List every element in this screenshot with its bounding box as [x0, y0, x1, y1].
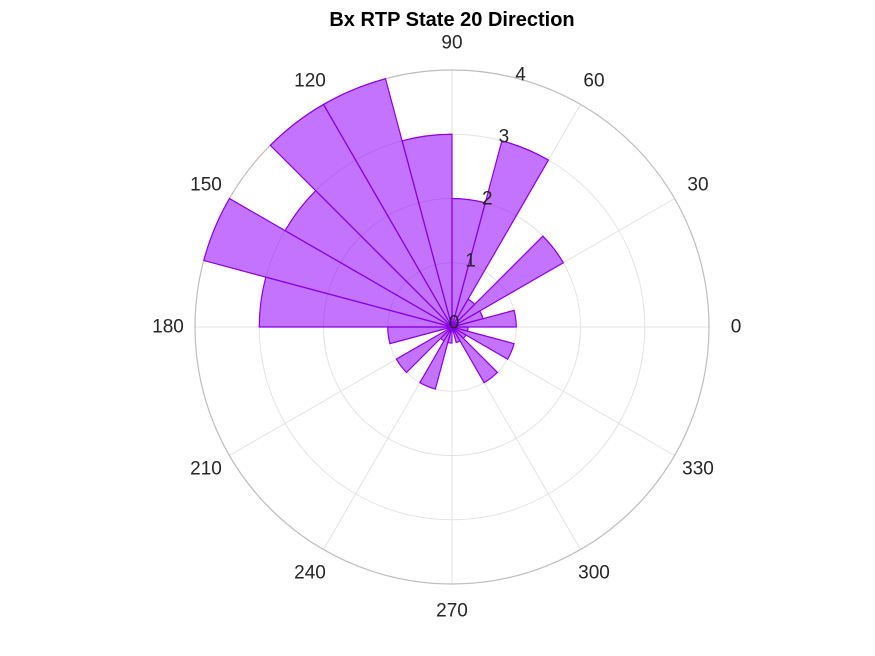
theta-tick-label: 30 — [687, 175, 708, 196]
theta-tick-label: 0 — [731, 317, 742, 338]
histogram-bar — [451, 235, 565, 328]
histogram-bar — [387, 326, 453, 345]
r-tick-label: 0 — [449, 313, 460, 334]
r-tick-label: 3 — [499, 126, 510, 147]
histogram-bar — [451, 326, 515, 360]
histogram-bar — [451, 326, 499, 384]
histogram-bar — [451, 140, 550, 328]
r-tick-labels: 0 1 2 3 4 — [449, 64, 527, 333]
r-tick-label: 2 — [482, 188, 493, 209]
outer-circle — [194, 69, 710, 585]
r-tick-label: 1 — [465, 250, 476, 271]
histogram-bars — [203, 78, 565, 390]
theta-tick-label: 120 — [294, 71, 326, 92]
histogram-bar — [269, 103, 453, 328]
theta-tick-label: 150 — [190, 175, 222, 196]
theta-tick-label: 300 — [578, 563, 610, 584]
theta-tick-label: 270 — [436, 601, 468, 622]
theta-tick-label: 90 — [441, 33, 462, 54]
histogram-bar — [395, 326, 453, 374]
theta-tick-label: 210 — [190, 459, 222, 480]
histogram-bar — [451, 326, 469, 332]
theta-tick-label: 180 — [152, 317, 184, 338]
theta-tick-label: 240 — [294, 563, 326, 584]
histogram-bar — [447, 326, 453, 344]
r-tick-label: 4 — [515, 64, 526, 85]
histogram-bar — [203, 197, 453, 328]
theta-tick-label: 60 — [583, 71, 604, 92]
chart-title: Bx RTP State 20 Direction — [329, 9, 574, 31]
histogram-bar — [258, 276, 453, 328]
histogram-bar — [419, 326, 453, 390]
theta-tick-label: 330 — [682, 459, 714, 480]
